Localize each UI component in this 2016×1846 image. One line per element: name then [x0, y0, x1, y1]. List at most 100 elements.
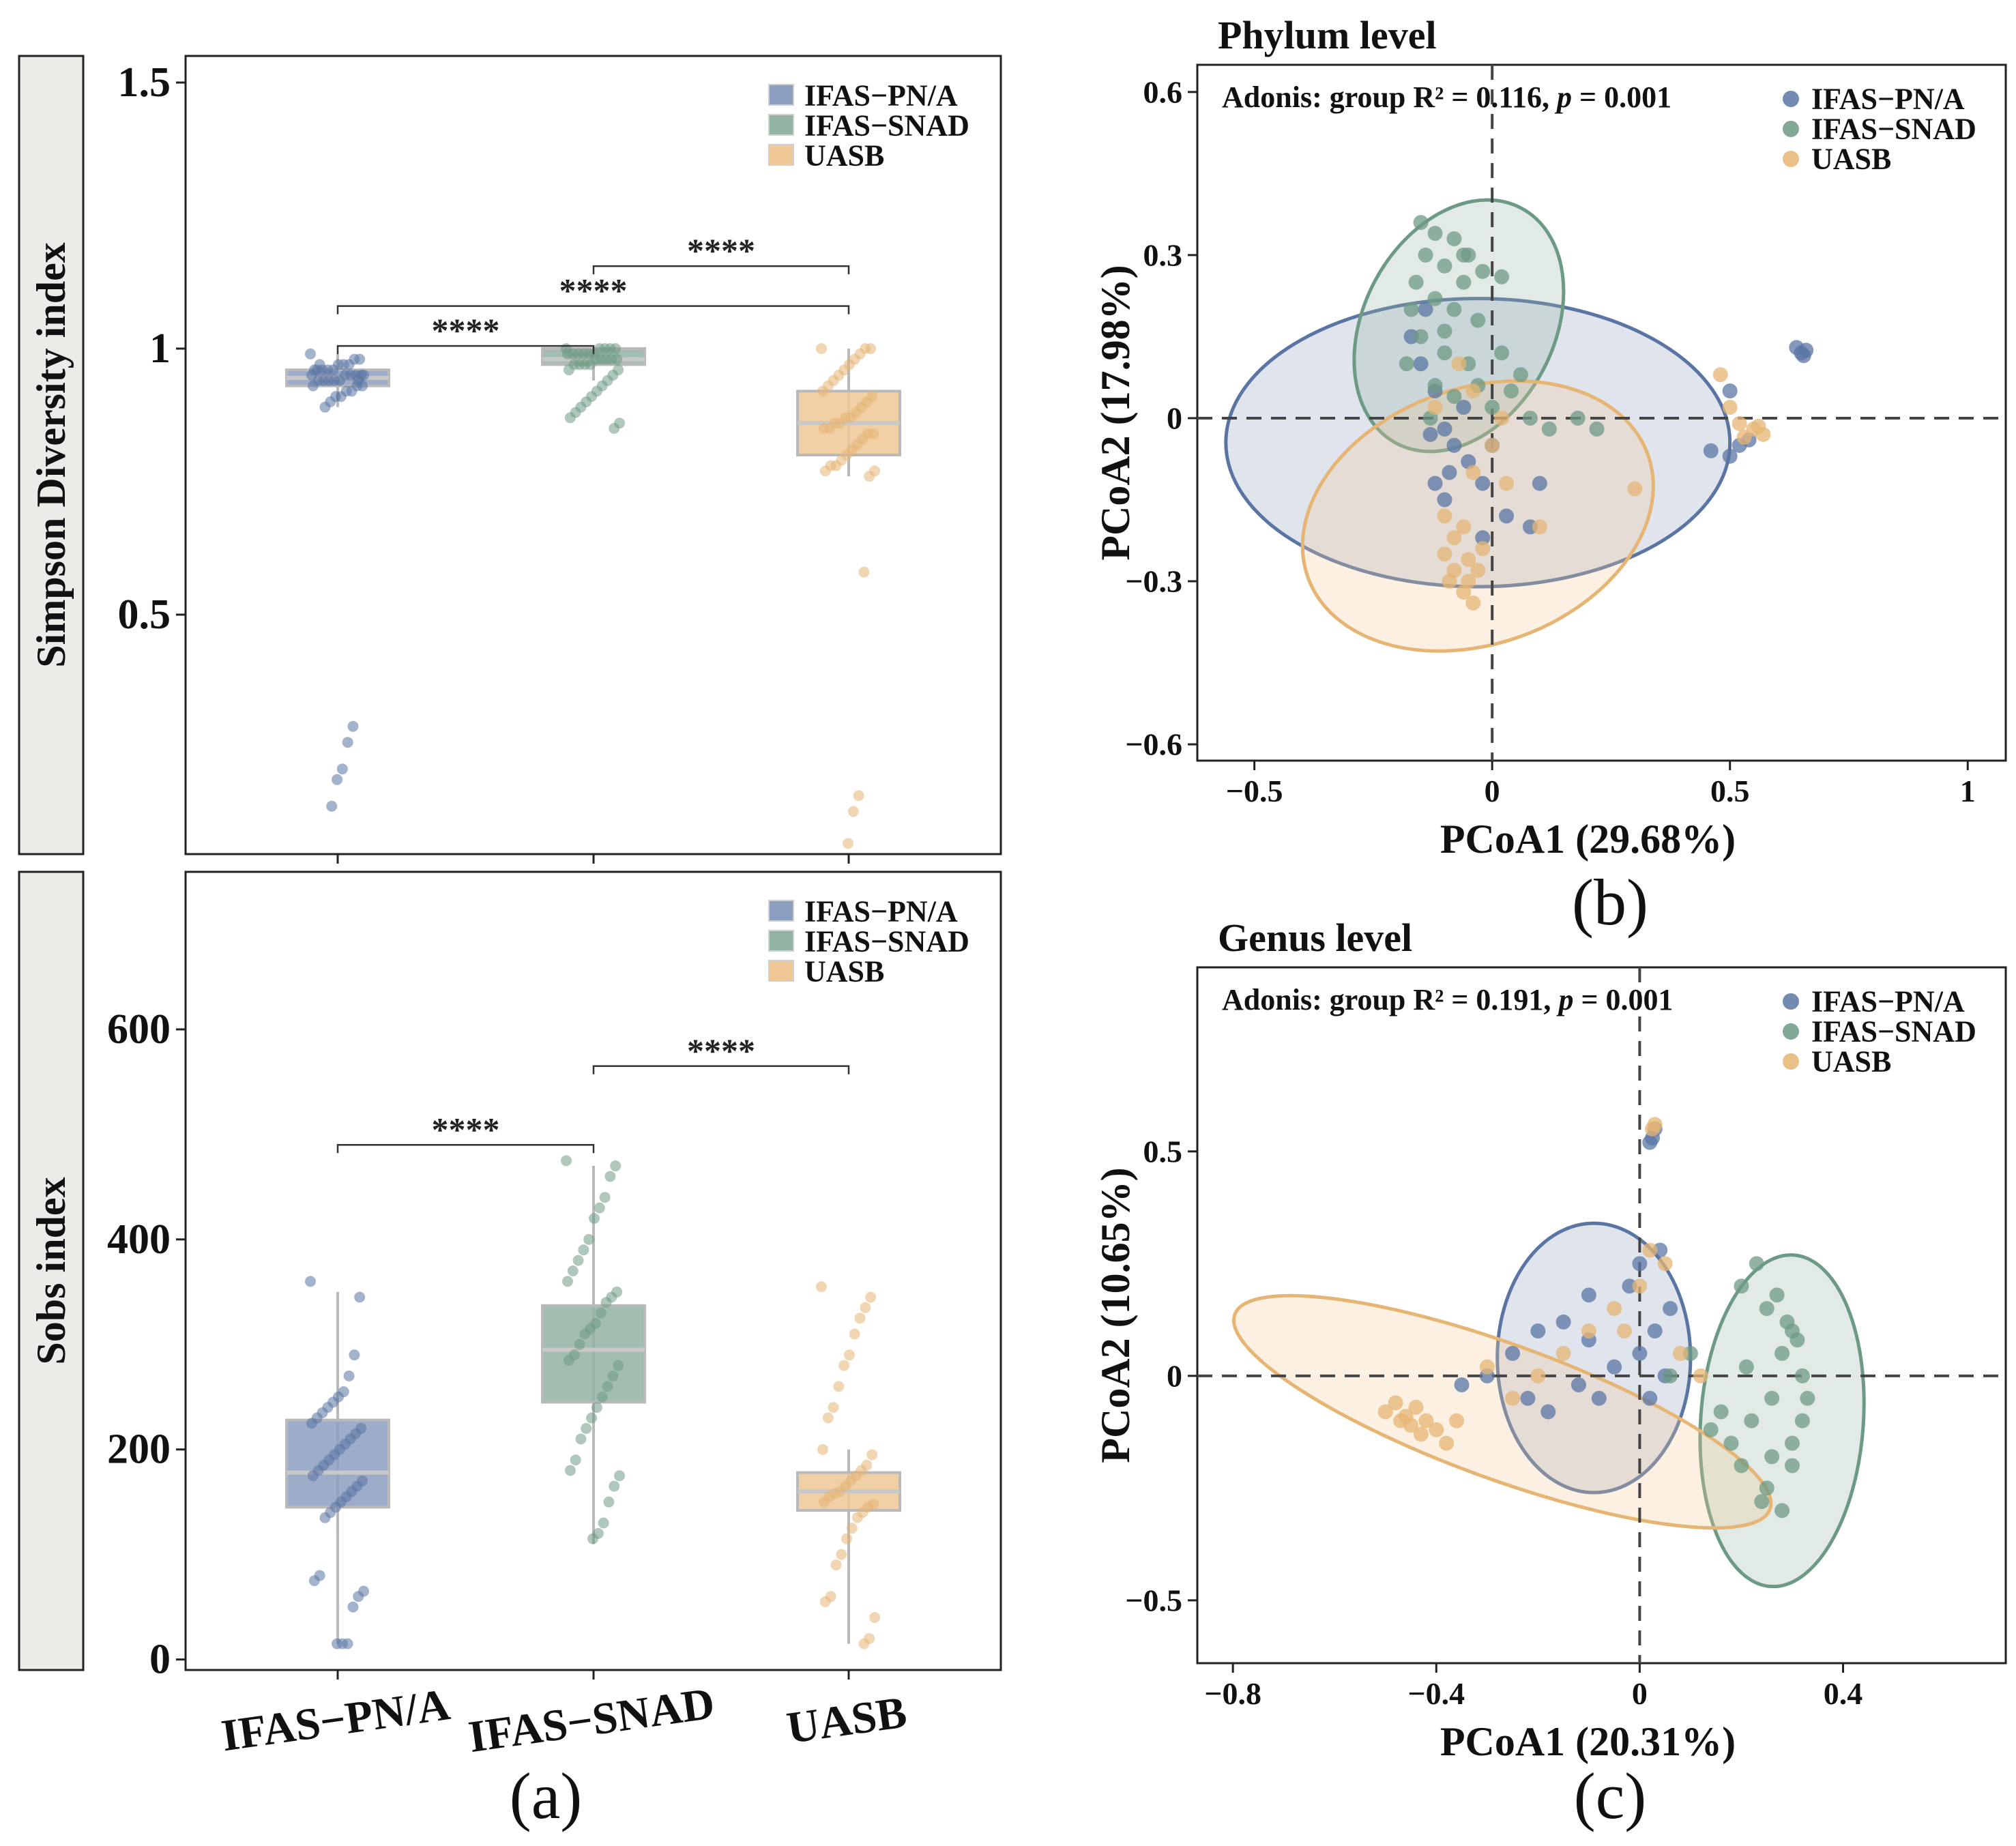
- genus-point: [1789, 1332, 1805, 1348]
- genus-legend-label: IFAS−SNAD: [1811, 1015, 1976, 1049]
- genus-adonis-annotation: Adonis: group R² = 0.191, p = 0.001: [1222, 983, 1674, 1016]
- sobs-point: [561, 1155, 572, 1167]
- phylum-adonis-text: Adonis: group R² = 0.116,: [1222, 80, 1557, 114]
- genus-point: [1734, 1278, 1749, 1294]
- phylum-point: [1456, 519, 1472, 535]
- phylum-point: [1703, 443, 1719, 458]
- genus-point: [1555, 1314, 1571, 1330]
- genus-ytick-label: 0: [1167, 1358, 1182, 1393]
- genus-point: [1673, 1345, 1689, 1361]
- sobs-point: [869, 1612, 881, 1624]
- phylum-point: [1418, 302, 1433, 317]
- sobs-sig-label: ****: [687, 1031, 755, 1070]
- phylum-ylabel: PCoA2 (17.98%): [1093, 265, 1138, 560]
- genus-point: [1774, 1503, 1790, 1519]
- phylum-ytick-label: −0.3: [1125, 564, 1182, 599]
- phylum-xtick-label: −0.5: [1226, 774, 1283, 808]
- simpson-point: [817, 385, 828, 397]
- simpson-point: [864, 471, 875, 482]
- simpson-point: [353, 375, 364, 386]
- sobs-sig-bracket: [592, 1065, 850, 1074]
- phylum-point: [1736, 429, 1752, 445]
- phylum-point: [1427, 400, 1443, 415]
- phylum-point: [1456, 247, 1472, 263]
- sobs-point: [600, 1297, 612, 1308]
- genus-point: [1377, 1404, 1393, 1420]
- phylum-point: [1437, 345, 1452, 361]
- sobs-point: [575, 1433, 587, 1445]
- simpson-point: [347, 720, 359, 732]
- genus-point: [1479, 1359, 1495, 1375]
- simpson-point: [561, 348, 573, 360]
- simpson-ytick-label: 1: [149, 325, 171, 372]
- simpson-point: [818, 423, 830, 434]
- phylum-point: [1442, 465, 1457, 480]
- genus-legend-marker: [1783, 993, 1799, 1010]
- genus-point: [1393, 1413, 1409, 1429]
- sobs-point: [353, 1591, 364, 1602]
- sobs-point: [306, 1418, 317, 1429]
- sobs-ylabel: Sobs index: [29, 1177, 74, 1364]
- sobs-point: [602, 1381, 613, 1392]
- sobs-point: [595, 1307, 607, 1319]
- genus-point: [1540, 1404, 1556, 1420]
- sobs-point: [833, 1381, 845, 1392]
- genus-point: [1800, 1390, 1815, 1406]
- genus-point: [1617, 1323, 1633, 1339]
- genus-point: [1607, 1359, 1622, 1375]
- phylum-point: [1589, 421, 1605, 437]
- phylum-point: [1796, 348, 1811, 364]
- sobs-point: [610, 1160, 622, 1172]
- genus-ylabel: PCoA2 (10.65%): [1093, 1167, 1138, 1463]
- genus-point: [1581, 1323, 1596, 1339]
- sobs-point: [588, 1213, 600, 1225]
- genus-legend-marker: [1783, 1023, 1799, 1040]
- phylum-point: [1485, 400, 1500, 415]
- simpson-point: [319, 401, 331, 413]
- phylum-point: [1446, 530, 1462, 546]
- genus-point: [1413, 1426, 1429, 1442]
- sobs-ytick-label: 0: [149, 1637, 171, 1683]
- genus-point: [1429, 1422, 1444, 1437]
- simpson-sig-label: ****: [432, 311, 500, 349]
- sobs-point: [308, 1575, 320, 1587]
- phylum-point: [1442, 574, 1457, 589]
- genus-point: [1723, 1435, 1739, 1451]
- phylum-point: [1722, 383, 1738, 399]
- genus-point: [1774, 1345, 1790, 1361]
- sobs-xtick-label: IFAS−PN/A: [218, 1680, 453, 1761]
- phylum-xlabel: PCoA1 (29.68%): [1440, 817, 1736, 862]
- simpson-ytick-label: 1.5: [118, 59, 171, 106]
- phylum-legend-marker: [1783, 91, 1799, 107]
- phylum-point: [1451, 356, 1467, 372]
- genus-point: [1663, 1368, 1678, 1383]
- genus-legend-marker: [1783, 1053, 1799, 1070]
- sobs-point: [851, 1512, 863, 1523]
- phylum-point: [1446, 302, 1462, 317]
- sobs-point: [865, 1291, 877, 1303]
- sobs-point: [599, 1192, 611, 1203]
- genus-point: [1571, 1377, 1586, 1392]
- phylum-legend-marker: [1783, 121, 1799, 137]
- sobs-point: [594, 1202, 605, 1214]
- phylum-point: [1499, 475, 1515, 491]
- sobs-point: [609, 1480, 620, 1492]
- phylum-point: [1413, 329, 1429, 345]
- genus-point: [1530, 1323, 1546, 1339]
- genus-point: [1632, 1278, 1648, 1294]
- phylum-ellipse: [1224, 297, 1732, 589]
- genus-point: [1738, 1359, 1754, 1375]
- simpson-point: [819, 465, 831, 477]
- genus-point: [1754, 1494, 1770, 1510]
- genus-point: [1784, 1458, 1800, 1474]
- simpson-legend-swatch: [768, 84, 794, 106]
- phylum-point: [1418, 247, 1433, 263]
- phylum-point: [1475, 263, 1491, 279]
- genus-point: [1734, 1458, 1749, 1474]
- genus-point: [1642, 1242, 1658, 1258]
- genus-point: [1784, 1435, 1800, 1451]
- sobs-point: [587, 1533, 599, 1544]
- genus-point: [1703, 1422, 1719, 1437]
- phylum-point: [1437, 258, 1452, 274]
